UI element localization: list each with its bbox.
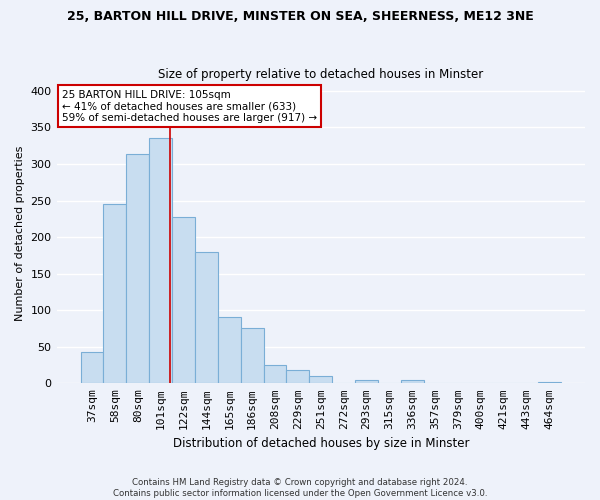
Bar xyxy=(401,380,424,384)
Title: Size of property relative to detached houses in Minster: Size of property relative to detached ho… xyxy=(158,68,484,81)
Text: 25, BARTON HILL DRIVE, MINSTER ON SEA, SHEERNESS, ME12 3NE: 25, BARTON HILL DRIVE, MINSTER ON SEA, S… xyxy=(67,10,533,23)
Text: 25 BARTON HILL DRIVE: 105sqm
← 41% of detached houses are smaller (633)
59% of s: 25 BARTON HILL DRIVE: 105sqm ← 41% of de… xyxy=(62,90,317,123)
Bar xyxy=(310,376,332,384)
Y-axis label: Number of detached properties: Number of detached properties xyxy=(15,146,25,321)
Bar xyxy=(286,370,310,384)
Text: Contains HM Land Registry data © Crown copyright and database right 2024.
Contai: Contains HM Land Registry data © Crown c… xyxy=(113,478,487,498)
Bar xyxy=(172,216,195,384)
Bar xyxy=(149,138,172,384)
Bar xyxy=(263,365,286,384)
Bar xyxy=(241,328,263,384)
Bar xyxy=(195,252,218,384)
Bar xyxy=(80,352,103,384)
Bar xyxy=(446,382,469,384)
Bar xyxy=(218,317,241,384)
X-axis label: Distribution of detached houses by size in Minster: Distribution of detached houses by size … xyxy=(173,437,469,450)
Bar xyxy=(538,382,561,384)
Bar xyxy=(355,380,378,384)
Bar xyxy=(127,154,149,384)
Bar xyxy=(103,204,127,384)
